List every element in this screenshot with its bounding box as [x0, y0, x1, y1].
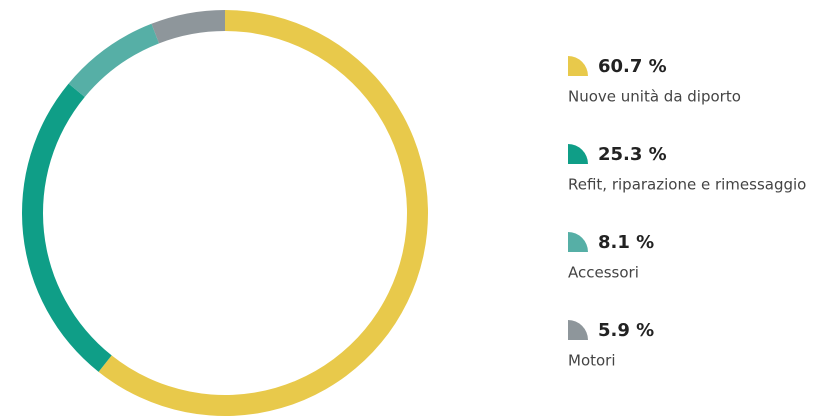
legend-label: Refit, riparazione e rimessaggio	[568, 176, 806, 194]
legend-label: Accessori	[568, 264, 639, 282]
donut-slice	[68, 23, 160, 97]
legend-icon	[568, 320, 588, 340]
legend-value: 60.7 %	[598, 56, 667, 77]
legend-value: 5.9 %	[598, 320, 654, 341]
legend-label: Nuove unità da diporto	[568, 88, 741, 106]
donut-slice	[98, 10, 428, 416]
legend-icon	[568, 144, 588, 164]
legend-value: 25.3 %	[598, 144, 667, 165]
donut-slice	[151, 10, 225, 44]
legend-label: Motori	[568, 352, 616, 370]
legend-icon	[568, 56, 588, 76]
donut-slice	[21, 83, 112, 372]
legend-icon	[568, 232, 588, 252]
legend-value: 8.1 %	[598, 232, 654, 253]
